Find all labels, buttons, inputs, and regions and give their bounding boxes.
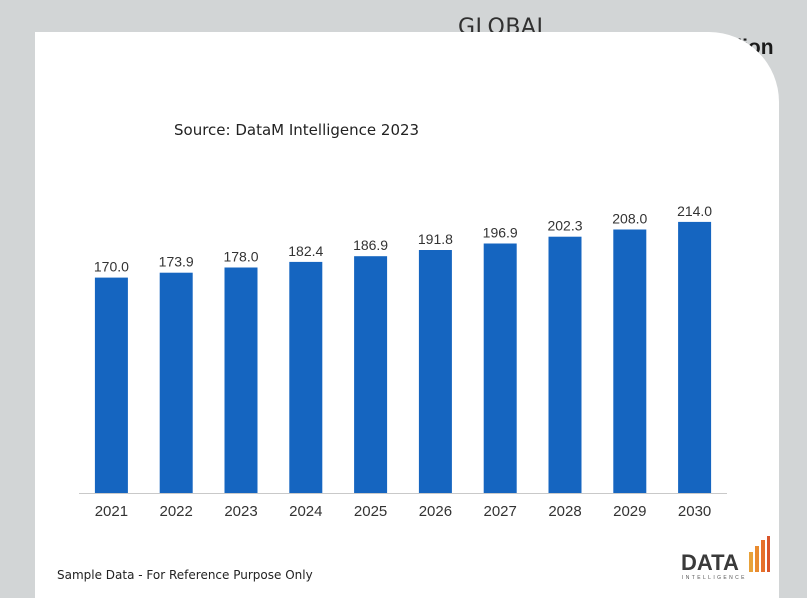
bar-2028 bbox=[548, 236, 582, 493]
value-label-2021: 170.0 bbox=[94, 259, 129, 275]
bar-2029 bbox=[613, 229, 647, 493]
bar-2026 bbox=[418, 250, 452, 493]
logo-bars-icon bbox=[749, 536, 770, 572]
logo-tagline: INTELLIGENCE bbox=[682, 575, 747, 581]
x-tick-label-2025: 2025 bbox=[354, 503, 387, 520]
value-labels-group: 170.0 173.9 178.0 182.4 186.9 191.8 196.9 202.3… bbox=[94, 203, 712, 275]
bar-2021 bbox=[94, 277, 128, 493]
x-tick-label-2026: 2026 bbox=[419, 503, 452, 520]
x-tick-label-2021: 2021 bbox=[95, 503, 128, 520]
x-tick-label-2024: 2024 bbox=[289, 503, 322, 520]
x-tick-label-2029: 2029 bbox=[613, 503, 646, 520]
bar-2022 bbox=[159, 272, 193, 493]
bar-2030 bbox=[678, 221, 712, 493]
bar-2023 bbox=[224, 267, 258, 493]
x-tick-label-2030: 2030 bbox=[678, 503, 711, 520]
bars-group bbox=[94, 221, 712, 493]
datam-logo: DATA INTELLIGENCE bbox=[681, 536, 770, 581]
logo-word: DATA bbox=[681, 550, 739, 575]
x-tick-label-2022: 2022 bbox=[160, 503, 193, 520]
bar-2025 bbox=[354, 256, 388, 493]
value-label-2023: 178.0 bbox=[223, 249, 258, 265]
value-label-2022: 173.9 bbox=[159, 254, 194, 270]
value-label-2024: 182.4 bbox=[288, 243, 323, 259]
x-tick-labels-group: 2021 2022 2023 2024 2025 2026 2027 2028 2029 2030 bbox=[95, 503, 712, 520]
x-tick-label-2023: 2023 bbox=[224, 503, 257, 520]
bar-2027 bbox=[483, 243, 517, 493]
source-note: Source: DataM Intelligence 2023 bbox=[174, 121, 420, 139]
bar-2024 bbox=[289, 261, 323, 493]
value-label-2030: 214.0 bbox=[677, 203, 712, 219]
chart-panel bbox=[35, 32, 779, 598]
x-tick-label-2028: 2028 bbox=[548, 503, 581, 520]
value-label-2026: 191.8 bbox=[418, 231, 453, 247]
footnote: Sample Data - For Reference Purpose Only bbox=[57, 568, 313, 582]
value-label-2029: 208.0 bbox=[612, 211, 647, 227]
value-label-2027: 196.9 bbox=[483, 225, 518, 241]
value-label-2028: 202.3 bbox=[547, 218, 582, 234]
x-tick-label-2027: 2027 bbox=[484, 503, 517, 520]
value-label-2025: 186.9 bbox=[353, 237, 388, 253]
